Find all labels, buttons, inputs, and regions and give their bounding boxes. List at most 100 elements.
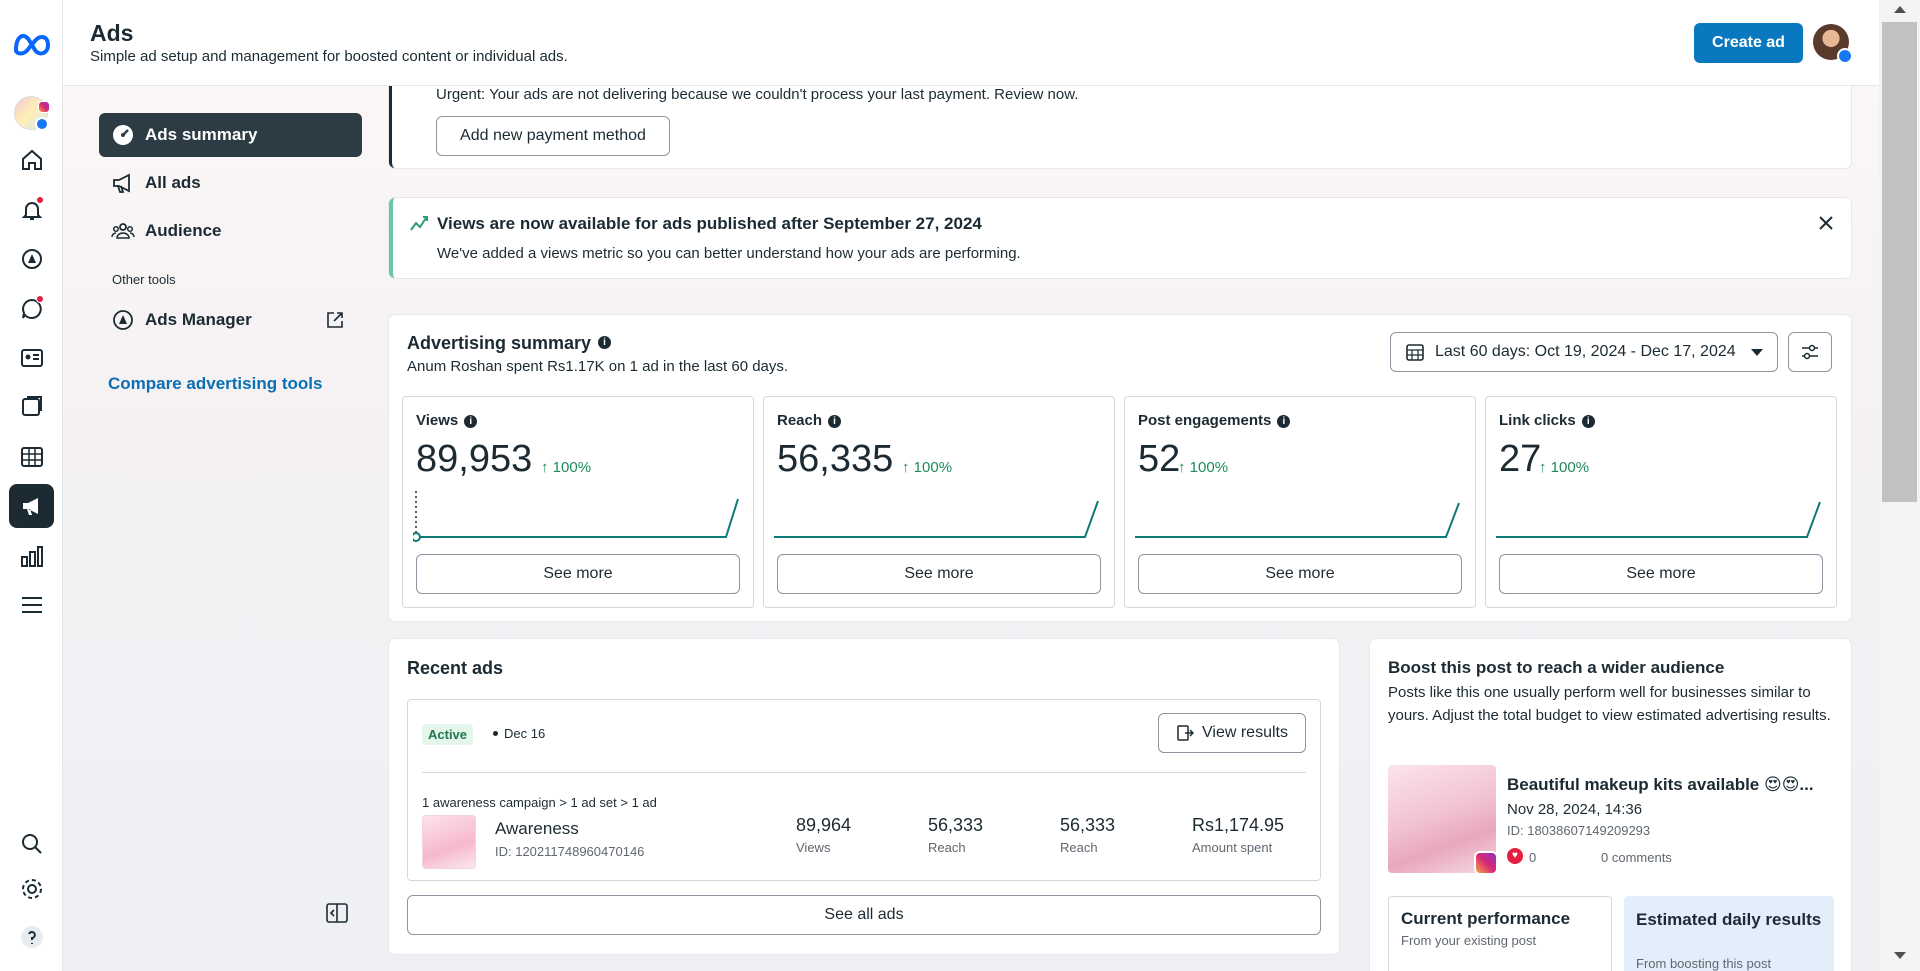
dashboard-icon xyxy=(113,125,133,145)
sidebar-item-all-ads[interactable]: All ads xyxy=(99,161,362,205)
stat-reach-2: 56,333 Reach xyxy=(1060,815,1116,855)
current-performance-panel: Current performance From your existing p… xyxy=(1388,896,1612,971)
sparkline-icon xyxy=(410,216,428,231)
ad-name: Awareness xyxy=(495,819,579,838)
heart-icon: ♥ xyxy=(1507,848,1523,864)
settings-icon[interactable] xyxy=(9,867,54,911)
estimated-results-subtitle: From boosting this post xyxy=(1636,956,1772,971)
help-icon[interactable] xyxy=(9,915,54,959)
metric-value: 56,335 xyxy=(777,438,894,480)
info-icon[interactable]: i xyxy=(598,336,611,349)
other-tools-heading: Other tools xyxy=(112,272,176,287)
banner-body: We've added a views metric so you can be… xyxy=(437,245,1021,262)
metric-card-reach: Reach i 56,335 ↑ 100% See more xyxy=(763,396,1115,608)
ad-row[interactable]: Active Dec 16 View results 1 awareness c… xyxy=(407,699,1321,881)
search-icon[interactable] xyxy=(9,822,54,866)
add-payment-method-button[interactable]: Add new payment method xyxy=(436,116,670,156)
see-more-button[interactable]: See more xyxy=(416,554,740,594)
create-ad-button[interactable]: Create ad xyxy=(1694,23,1803,63)
sidebar-item-label: Audience xyxy=(145,221,222,240)
metric-change: ↑ 100% xyxy=(541,459,592,476)
sidebar-item-ads-manager[interactable]: Ads Manager xyxy=(99,298,362,342)
stat-amount-spent: Rs1,174.95 Amount spent xyxy=(1192,815,1285,855)
collapse-sidebar-icon[interactable] xyxy=(326,903,348,923)
page-avatar[interactable] xyxy=(14,96,50,131)
metric-card-post-engagements: Post engagements i 52 ↑ 100% See more xyxy=(1124,396,1476,608)
close-icon[interactable] xyxy=(1817,214,1835,232)
page-title: Ads xyxy=(90,20,134,46)
contacts-icon[interactable] xyxy=(9,336,54,380)
calendar-icon xyxy=(1406,344,1424,361)
megaphone-icon xyxy=(113,173,130,193)
campaign-breadcrumb: 1 awareness campaign > 1 ad set > 1 ad xyxy=(422,795,657,810)
engagement-trend-line xyxy=(1135,502,1460,538)
recent-ads-title: Recent ads xyxy=(407,658,504,678)
metric-label: Reach i xyxy=(777,412,842,429)
boost-description: Posts like this one usually perform well… xyxy=(1388,684,1831,724)
boost-title: Boost this post to reach a wider audienc… xyxy=(1388,658,1725,677)
external-link-icon xyxy=(327,312,343,328)
estimated-results-panel: Estimated daily results From boosting th… xyxy=(1624,896,1834,971)
notifications-icon[interactable] xyxy=(9,188,54,232)
date-range-dropdown[interactable]: Last 60 days: Oct 19, 2024 - Dec 17, 202… xyxy=(1390,332,1778,372)
sidebar-item-audience[interactable]: Audience xyxy=(99,209,362,253)
ad-id: ID: 120211748960470146 xyxy=(495,844,645,859)
ads-icon[interactable] xyxy=(9,484,54,528)
post-image[interactable] xyxy=(1388,765,1498,875)
messages-icon[interactable] xyxy=(9,287,54,331)
post-title: Beautiful makeup kits available 😍😍... xyxy=(1507,775,1814,794)
ad-date: Dec 16 xyxy=(493,726,545,741)
message-dot xyxy=(36,295,44,303)
filter-button[interactable] xyxy=(1788,332,1832,372)
ads-manager-icon xyxy=(113,310,133,330)
facebook-badge-icon xyxy=(35,117,49,131)
post-likes: 0 xyxy=(1529,850,1537,865)
info-icon[interactable]: i xyxy=(828,415,842,428)
home-icon[interactable] xyxy=(9,138,54,182)
metric-label: Views i xyxy=(416,412,478,429)
post-id: ID: 18038607149209293 xyxy=(1507,823,1651,838)
top-bar: Ads Simple ad setup and management for b… xyxy=(63,0,1879,86)
metric-value: 52 xyxy=(1138,438,1181,480)
scrollbar-thumb[interactable] xyxy=(1882,22,1917,502)
views-info-banner: Views are now available for ads publishe… xyxy=(389,198,1851,278)
scroll-up-arrow-icon[interactable] xyxy=(1894,6,1906,13)
advertising-summary-card: Advertising summary i Anum Roshan spent … xyxy=(389,315,1851,621)
reach-trend-line xyxy=(774,500,1099,538)
sidebar-item-ads-summary[interactable]: Ads summary xyxy=(99,113,362,157)
post-comments: 0 comments xyxy=(1601,850,1672,865)
scroll-down-arrow-icon[interactable] xyxy=(1894,952,1906,959)
insights-icon[interactable] xyxy=(9,534,54,578)
info-icon[interactable]: i xyxy=(464,415,478,428)
views-trend-line xyxy=(413,491,739,542)
sidebar-item-label: Ads Manager xyxy=(145,310,252,329)
see-more-button[interactable]: See more xyxy=(1499,554,1823,594)
estimated-results-title: Estimated daily results xyxy=(1636,910,1822,929)
sidebar-item-label: All ads xyxy=(145,173,201,192)
see-more-button[interactable]: See more xyxy=(777,554,1101,594)
metric-label: Post engagements i xyxy=(1138,412,1291,429)
payment-alert: Urgent: Your ads are not delivering beca… xyxy=(389,86,1851,168)
ads-manager-icon[interactable] xyxy=(9,237,54,281)
scrollbar[interactable] xyxy=(1879,0,1920,971)
see-more-button[interactable]: See more xyxy=(1138,554,1462,594)
compare-advertising-tools-link[interactable]: Compare advertising tools xyxy=(108,374,323,393)
status-badge: Active xyxy=(422,724,474,745)
date-range-label: Last 60 days: Oct 19, 2024 - Dec 17, 202… xyxy=(1435,343,1736,360)
meta-logo-icon[interactable] xyxy=(12,28,52,58)
user-avatar[interactable] xyxy=(1813,24,1853,64)
menu-icon[interactable] xyxy=(9,583,54,627)
view-results-button[interactable]: View results xyxy=(1158,713,1306,753)
summary-title: Advertising summary xyxy=(407,333,592,353)
facebook-badge-icon xyxy=(1837,48,1853,64)
info-icon[interactable]: i xyxy=(1277,415,1291,428)
boost-post-card: Boost this post to reach a wider audienc… xyxy=(1370,639,1851,971)
see-all-ads-button[interactable]: See all ads xyxy=(407,895,1321,935)
metric-value: 89,953 xyxy=(416,438,533,480)
info-icon[interactable]: i xyxy=(1581,415,1595,428)
planner-icon[interactable] xyxy=(9,435,54,479)
post-date: Nov 28, 2024, 14:36 xyxy=(1507,801,1643,818)
content-icon[interactable] xyxy=(9,385,54,429)
notification-dot xyxy=(36,196,44,204)
sidebar-item-label: Ads summary xyxy=(145,125,258,144)
